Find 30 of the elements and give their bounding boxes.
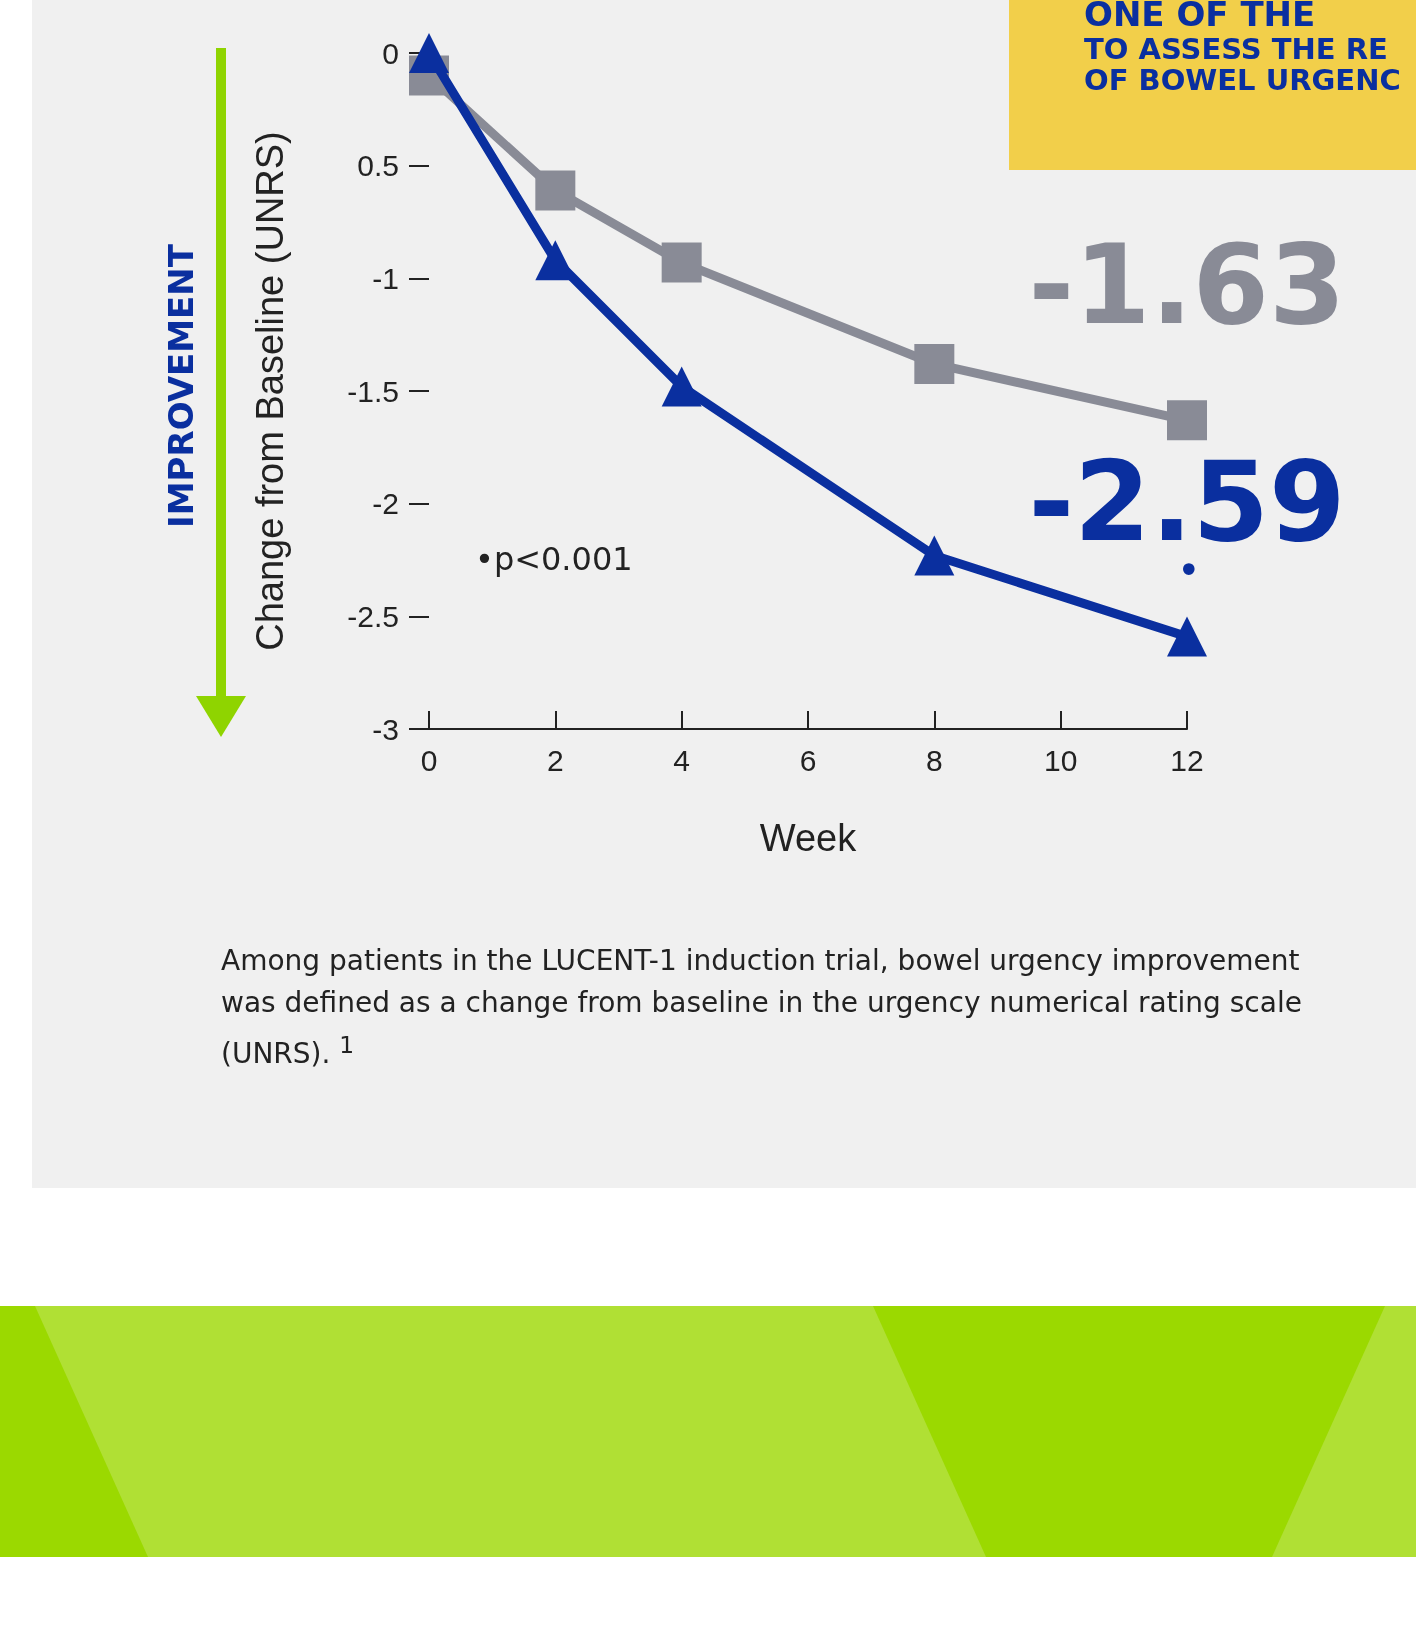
y-tick-label: -2.5: [347, 599, 399, 633]
y-tick-label: -1.5: [347, 374, 399, 408]
annotation: •p<0.001: [475, 540, 633, 578]
x-tick-label: 4: [673, 743, 691, 777]
y-tick-label: -3: [372, 712, 399, 746]
x-tick-label: 10: [1043, 743, 1078, 777]
y-tick-label: -1: [372, 261, 399, 295]
chart-title: ONE OF THE: [1084, 0, 1316, 34]
x-tick-label: 8: [925, 743, 943, 777]
point: [1167, 400, 1207, 441]
x-tick-label: 0: [420, 743, 438, 777]
chart-subtitle: TO ASSESS THE RE OF BOWEL URGENC: [1084, 32, 1401, 97]
y-tick-label: -2: [372, 487, 399, 521]
point: [914, 343, 955, 384]
text: Among patients in the LUCENT-1 induction trial, bowel urgency improvement was defined as a change from baseline in the urgency numerical rating scale (UNRS). $^{1}$: [221, 943, 1303, 1073]
x-tick-label: 6: [799, 743, 817, 777]
point: [409, 33, 449, 73]
data-label: -1.63: [1028, 221, 1346, 350]
x-axis-title: Week: [759, 817, 858, 859]
y-tick-label: 0: [382, 36, 399, 70]
point: [535, 170, 576, 211]
point: [661, 242, 702, 283]
y-tick-label: 0.5: [357, 149, 399, 183]
x-tick-label: 2: [546, 743, 564, 777]
point: [661, 366, 702, 407]
point: [914, 535, 955, 576]
y-axis-title: Change from Baseline (UNRS): [249, 131, 291, 651]
point: [1167, 616, 1207, 657]
text: IMPROVEMENT: [161, 244, 201, 528]
x-tick-label: 12: [1170, 743, 1204, 777]
